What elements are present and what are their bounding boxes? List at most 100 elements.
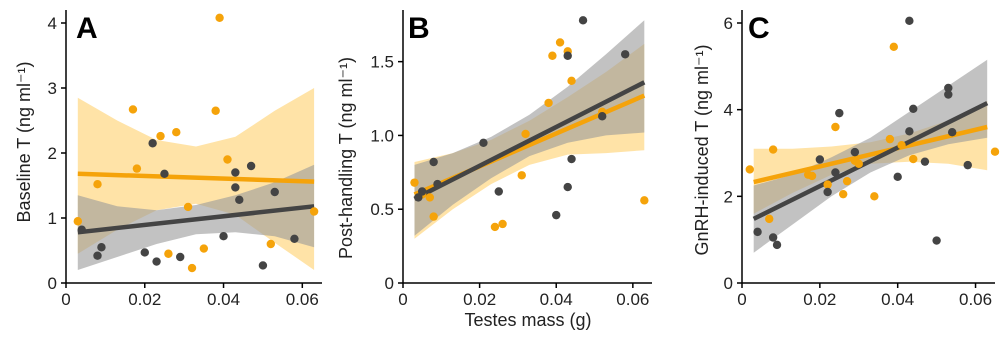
- panel-c-dark-point-16: [947, 128, 957, 137]
- panel-c-x-tick-label-1: 0.02: [803, 290, 836, 309]
- panel-a-dark-point-7: [176, 252, 185, 262]
- panel-c-y-axis-label: GnRH-induced T (ng ml⁻¹): [692, 45, 712, 256]
- panel-c: 0 2 4 6 0 0.02 0.04 0.06 C GnRH-induced T (ng …: [692, 10, 1000, 309]
- panel-b-orange-point-3: [429, 212, 438, 221]
- panel-c-y-ticks: 0 2 4 6: [724, 14, 742, 293]
- panel-b-y-axis-label: Post-handling T (ng ml⁻¹): [336, 57, 356, 259]
- panel-b-orange-point-6: [517, 171, 526, 180]
- panel-c-x-ticks: 0 0.02 0.04 0.06: [737, 283, 992, 309]
- panel-b-y-tick-label-0: 0: [385, 274, 394, 293]
- panel-a-x-ticks: 0 0.02 0.04 0.06: [61, 283, 319, 309]
- panel-b-orange-point-5: [498, 219, 507, 229]
- panel-a-y-tick-label-2: 2: [48, 144, 57, 163]
- panel-c-orange-point-11: [870, 192, 879, 201]
- panel-c-y-tick-label-0: 0: [724, 274, 733, 293]
- panel-a-dark-point-11: [235, 195, 244, 204]
- panel-c-orange-point-7: [839, 189, 848, 199]
- panel-c-dark-point-15: [944, 90, 953, 99]
- panel-c-axes: [741, 10, 995, 284]
- panel-a-dark-point-4: [148, 139, 157, 148]
- panel-b-dark-point-9: [567, 154, 576, 164]
- panel-a-orange-point-11: [215, 13, 224, 22]
- panel-a-orange-point-13: [266, 239, 275, 249]
- panel-b-dark-confidence-band: [414, 20, 645, 236]
- panel-a-y-tick-label-0: 0: [48, 274, 57, 293]
- panel-b-axes: [402, 10, 652, 284]
- panel-b-x-tick-label-1: 0.02: [463, 290, 496, 309]
- panel-b-y-tick-label-3: 1.5: [370, 53, 394, 72]
- panel-a-orange-point-8: [187, 263, 197, 273]
- panel-b-dark-point-10: [578, 16, 588, 25]
- panel-a-dark-point-9: [231, 168, 240, 177]
- panel-b-dark-point-2: [429, 157, 438, 167]
- panel-a-orange-point-9: [199, 244, 209, 253]
- panel-c-dark-point-1: [768, 233, 778, 242]
- panel-a-dark-point-2: [97, 243, 106, 252]
- panel-b: 0 0.5 1.0 1.5 0 0.02 0.04 0.06 B Post-handling…: [336, 10, 652, 330]
- panel-a-y-tick-label-3: 3: [48, 79, 57, 98]
- panel-b-orange-point-4: [490, 222, 500, 232]
- panel-a-dark-point-10: [231, 183, 240, 192]
- panel-c-orange-point-8: [842, 176, 852, 186]
- panel-b-dark-point-1: [417, 187, 427, 196]
- panel-c-dark-point-17: [963, 160, 972, 170]
- panel-b-orange-point-14: [640, 196, 649, 205]
- panel-a-y-tick-label-1: 1: [48, 209, 57, 228]
- panel-a-dark-point-8: [219, 232, 228, 241]
- panel-b-x-ticks: 0 0.02 0.04 0.06: [398, 283, 649, 309]
- panel-c-dark-fit-line: [752, 101, 989, 221]
- panel-b-x-tick-label-0: 0: [398, 290, 407, 309]
- panel-a-dark-point-13: [258, 261, 268, 270]
- panel-a-data-points: [73, 13, 319, 273]
- panel-c-dark-point-2: [772, 240, 782, 250]
- panel-c-y-tick-label-1: 2: [724, 187, 733, 206]
- panel-c-dark-point-5: [831, 168, 840, 177]
- panel-a: 0 1 2 3 4 0 0.02 0.04 0.06 A Baseline T (ng ml⁻…: [14, 10, 322, 309]
- panel-b-label: B: [408, 12, 430, 45]
- panel-b-dark-point-5: [494, 187, 503, 196]
- panel-c-data-points: [745, 16, 1000, 250]
- panel-a-dark-point-1: [93, 251, 102, 260]
- panel-c-y-tick-label-2: 4: [724, 101, 733, 120]
- panel-a-orange-point-0: [73, 217, 83, 226]
- panel-a-orange-point-3: [132, 164, 142, 173]
- panel-b-y-ticks: 0 0.5 1.0 1.5: [370, 53, 403, 293]
- panel-b-dark-point-6: [552, 210, 561, 220]
- panel-c-y-tick-label-3: 6: [724, 14, 733, 33]
- panel-b-dark-point-3: [433, 179, 442, 189]
- panel-c-orange-point-4: [807, 171, 817, 181]
- panel-b-orange-point-10: [555, 38, 565, 47]
- panel-c-orange-point-1: [765, 214, 774, 224]
- panel-c-dark-point-7: [850, 147, 860, 157]
- panel-b-y-tick-label-1: 0.5: [370, 200, 394, 219]
- panel-c-orange-point-2: [768, 145, 778, 154]
- panel-b-dark-fit-line: [413, 80, 646, 201]
- panel-c-dark-point-9: [905, 16, 914, 26]
- panel-a-y-ticks: 0 1 2 3 4: [48, 14, 66, 293]
- panel-b-x-axis-label: Testes mass (g): [464, 310, 591, 330]
- panel-a-dark-point-5: [152, 257, 161, 266]
- panel-c-dark-point-8: [893, 172, 902, 182]
- panel-c-dark-point-4: [823, 187, 832, 197]
- panel-a-fit-lines: [77, 171, 315, 235]
- panel-a-orange-point-5: [164, 249, 173, 258]
- panel-a-dark-point-0: [77, 225, 86, 234]
- panel-a-x-tick-label-2: 0.04: [207, 290, 240, 309]
- panel-c-label: C: [748, 12, 770, 45]
- panel-a-orange-point-14: [309, 207, 319, 216]
- panel-c-orange-point-15: [909, 154, 918, 164]
- panel-a-orange-point-2: [128, 105, 138, 114]
- panel-c-dark-point-13: [932, 236, 941, 245]
- panel-c-x-tick-label-2: 0.04: [881, 290, 914, 309]
- panel-c-orange-point-13: [889, 42, 898, 52]
- panel-c-orange-point-6: [831, 122, 840, 132]
- panel-b-dark-point-7: [563, 182, 572, 192]
- panel-a-y-axis-label: Baseline T (ng ml⁻¹): [14, 62, 34, 223]
- panel-a-dark-point-3: [140, 248, 149, 257]
- panel-b-data-points: [410, 16, 649, 232]
- panel-b-orange-point-12: [567, 76, 576, 86]
- panel-c-dark-point-3: [815, 155, 825, 164]
- panel-b-dark-point-12: [620, 50, 630, 59]
- panel-b-dark-point-11: [598, 112, 607, 121]
